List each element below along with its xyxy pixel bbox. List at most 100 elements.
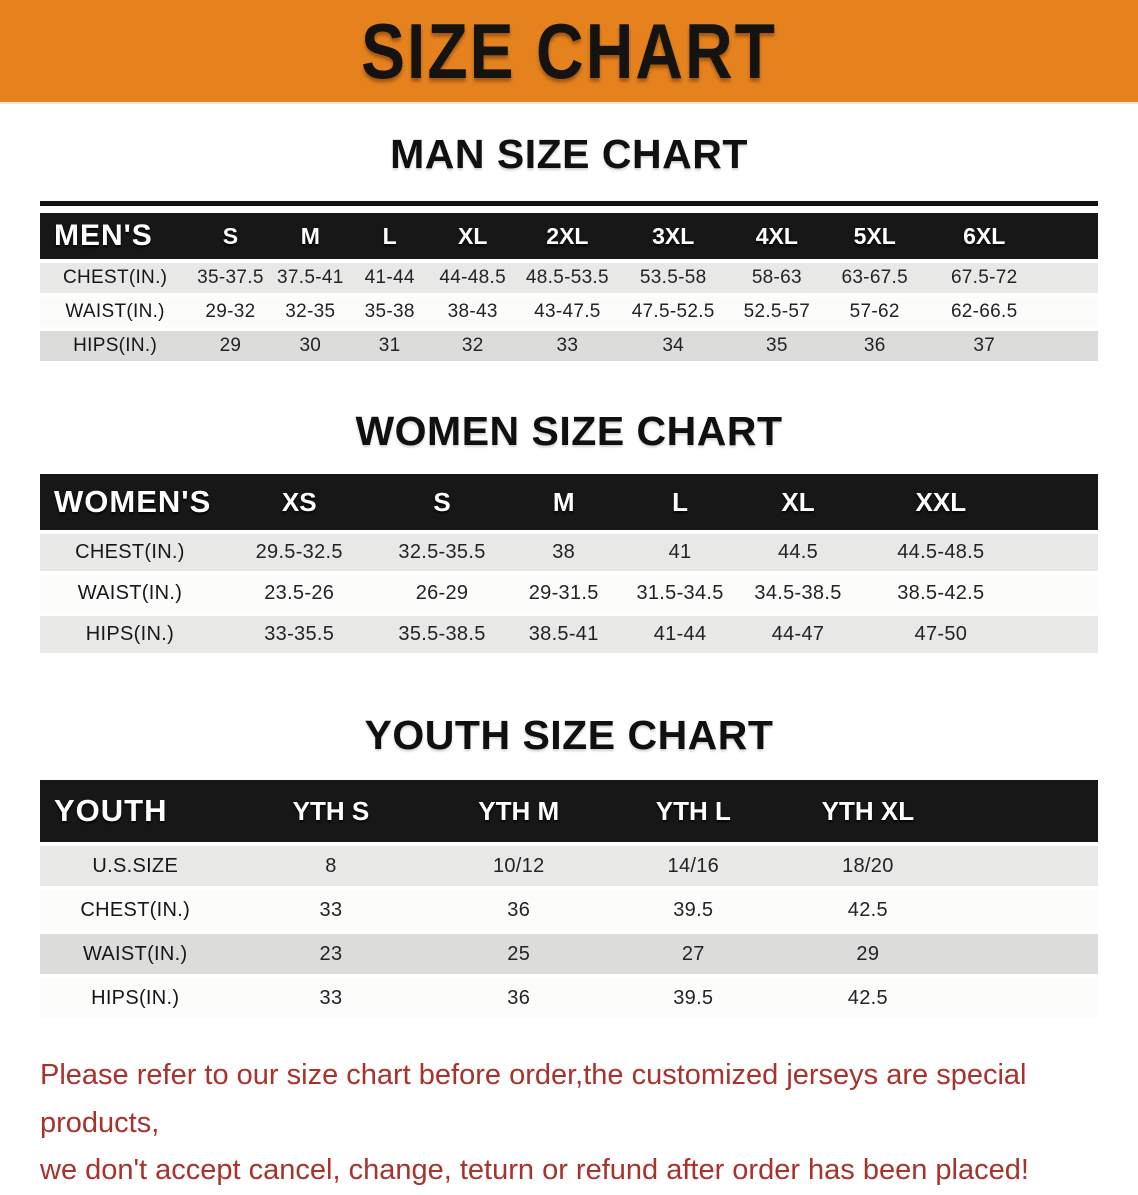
- men-size-m: M: [270, 213, 350, 259]
- measure-value: 41-44: [621, 616, 739, 653]
- row-filler: [955, 846, 1098, 886]
- measure-value: 26-29: [378, 575, 506, 612]
- measure-value: 38: [505, 534, 622, 571]
- men-size-table: MEN'S S M L XL 2XL 3XL 4XL 5XL 6XL CHEST…: [40, 209, 1098, 365]
- women-waist-row: WAIST(IN.) 23.5-26 26-29 29-31.5 31.5-34…: [40, 575, 1098, 612]
- youth-size-xl: YTH XL: [780, 780, 956, 842]
- measure-value: 47.5-52.5: [618, 297, 728, 327]
- row-filler: [955, 934, 1098, 974]
- measure-value: 47-50: [857, 616, 1024, 653]
- banner-title: SIZE CHART: [361, 7, 777, 95]
- women-size-s: S: [378, 474, 506, 530]
- measure-value: 8: [230, 846, 432, 886]
- measure-value: 32-35: [270, 297, 350, 327]
- measure-value: 35-37.5: [190, 263, 271, 293]
- men-chest-row: CHEST(IN.) 35-37.5 37.5-41 41-44 44-48.5…: [40, 263, 1098, 293]
- youth-ussize-row: U.S.SIZE 8 10/12 14/16 18/20: [40, 846, 1098, 886]
- youth-section-title: YOUTH SIZE CHART: [364, 712, 774, 758]
- size-chart-banner: SIZE CHART: [0, 0, 1138, 104]
- measure-value: 38.5-42.5: [857, 575, 1024, 612]
- men-size-l: L: [349, 213, 430, 259]
- measure-value: 44.5: [738, 534, 858, 571]
- measure-value: 36: [431, 890, 607, 930]
- measure-value: 67.5-72: [923, 263, 1046, 293]
- measure-value: 43-47.5: [516, 297, 619, 327]
- measure-value: 37: [923, 331, 1046, 361]
- men-size-table-wrap: MEN'S S M L XL 2XL 3XL 4XL 5XL 6XL CHEST…: [0, 201, 1138, 365]
- measure-value: 42.5: [780, 890, 956, 930]
- measure-value: 14/16: [606, 846, 781, 886]
- youth-waist-row: WAIST(IN.) 23 25 27 29: [40, 934, 1098, 974]
- women-size-l: L: [621, 474, 739, 530]
- measure-value: 52.5-57: [727, 297, 827, 327]
- measure-value: 23.5-26: [219, 575, 379, 612]
- measure-value: 48.5-53.5: [516, 263, 619, 293]
- measure-value: 25: [431, 934, 607, 974]
- measure-value: 35-38: [349, 297, 430, 327]
- measure-value: 35.5-38.5: [378, 616, 506, 653]
- men-size-6xl: 6XL: [923, 213, 1046, 259]
- row-filler: [1023, 575, 1098, 612]
- men-header-filler: [1045, 213, 1098, 259]
- measure-value: 39.5: [606, 978, 781, 1018]
- men-size-3xl: 3XL: [618, 213, 728, 259]
- measure-value: 23: [230, 934, 432, 974]
- women-size-table: WOMEN'S XS S M L XL XXL CHEST(IN.) 29.5-…: [40, 470, 1098, 657]
- measure-value: 35: [727, 331, 827, 361]
- row-label: CHEST(IN.): [40, 263, 191, 293]
- women-size-xxl: XXL: [857, 474, 1024, 530]
- men-size-2xl: 2XL: [516, 213, 619, 259]
- row-filler: [1045, 263, 1098, 293]
- measure-value: 27: [606, 934, 781, 974]
- measure-value: 42.5: [780, 978, 956, 1018]
- youth-header-row: YOUTH YTH S YTH M YTH L YTH XL: [40, 780, 1098, 842]
- row-filler: [1045, 297, 1098, 327]
- measure-value: 41-44: [349, 263, 430, 293]
- youth-size-table: YOUTH YTH S YTH M YTH L YTH XL U.S.SIZE …: [40, 776, 1098, 1022]
- measure-value: 37.5-41: [270, 263, 350, 293]
- men-section-title: MAN SIZE CHART: [390, 131, 748, 177]
- row-label: HIPS(IN.): [40, 978, 231, 1018]
- youth-size-m: YTH M: [431, 780, 607, 842]
- measure-value: 10/12: [431, 846, 607, 886]
- measure-value: 29: [780, 934, 956, 974]
- women-chest-row: CHEST(IN.) 29.5-32.5 32.5-35.5 38 41 44.…: [40, 534, 1098, 571]
- measure-value: 62-66.5: [923, 297, 1046, 327]
- measure-value: 18/20: [780, 846, 956, 886]
- women-section-title: WOMEN SIZE CHART: [355, 408, 783, 454]
- men-waist-row: WAIST(IN.) 29-32 32-35 35-38 38-43 43-47…: [40, 297, 1098, 327]
- measure-value: 29.5-32.5: [219, 534, 379, 571]
- women-header-row: WOMEN'S XS S M L XL XXL: [40, 474, 1098, 530]
- measure-value: 38-43: [429, 297, 517, 327]
- row-label: WAIST(IN.): [40, 575, 220, 612]
- measure-value: 36: [431, 978, 607, 1018]
- measure-value: 33: [516, 331, 619, 361]
- men-header-row: MEN'S S M L XL 2XL 3XL 4XL 5XL 6XL: [40, 213, 1098, 259]
- measure-value: 32.5-35.5: [378, 534, 506, 571]
- measure-value: 29-32: [190, 297, 271, 327]
- note-line-1: Please refer to our size chart before or…: [40, 1059, 1027, 1139]
- measure-value: 34.5-38.5: [738, 575, 858, 612]
- row-label: WAIST(IN.): [40, 934, 231, 974]
- youth-size-table-wrap: YOUTH YTH S YTH M YTH L YTH XL U.S.SIZE …: [0, 776, 1138, 1022]
- note-line-2: we don't accept cancel, change, teturn o…: [40, 1154, 1029, 1187]
- measure-value: 31.5-34.5: [621, 575, 739, 612]
- measure-value: 29-31.5: [505, 575, 622, 612]
- men-size-4xl: 4XL: [727, 213, 827, 259]
- measure-value: 58-63: [727, 263, 827, 293]
- measure-value: 38.5-41: [505, 616, 622, 653]
- row-label: CHEST(IN.): [40, 890, 231, 930]
- measure-value: 44-48.5: [429, 263, 517, 293]
- youth-header-filler: [955, 780, 1098, 842]
- men-size-5xl: 5XL: [826, 213, 924, 259]
- measure-value: 57-62: [826, 297, 924, 327]
- youth-hips-row: HIPS(IN.) 33 36 39.5 42.5: [40, 978, 1098, 1018]
- row-label: HIPS(IN.): [40, 331, 191, 361]
- measure-value: 39.5: [606, 890, 781, 930]
- row-filler: [1023, 534, 1098, 571]
- men-header-label: MEN'S: [40, 213, 191, 259]
- youth-header-label: YOUTH: [40, 780, 231, 842]
- women-size-xs: XS: [219, 474, 379, 530]
- row-label: HIPS(IN.): [40, 616, 220, 653]
- women-header-filler: [1023, 474, 1098, 530]
